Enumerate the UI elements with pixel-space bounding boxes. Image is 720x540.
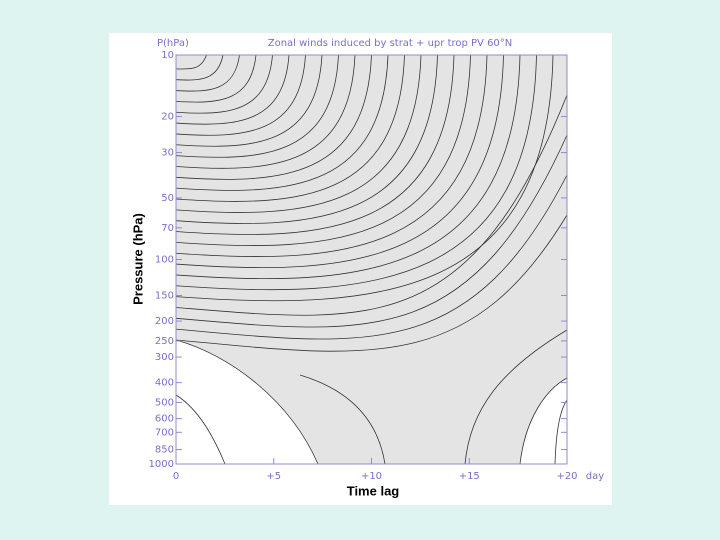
y-tick-label: 30 xyxy=(161,148,174,159)
x-tick-label: +15 xyxy=(459,471,480,482)
x-axis-label: Time lag xyxy=(347,483,400,498)
y-tick-label: 150 xyxy=(155,291,174,302)
y-tick-label: 70 xyxy=(161,223,174,234)
y-unit-label: P(hPa) xyxy=(157,38,189,49)
y-axis-label: Pressure (hPa) xyxy=(130,213,145,305)
x-tick-label: +10 xyxy=(361,471,382,482)
contour-line xyxy=(464,329,568,465)
contour-line xyxy=(175,54,521,280)
contour-line xyxy=(554,399,568,465)
y-tick-label: 1000 xyxy=(149,459,174,470)
contour-line xyxy=(175,54,224,81)
contour-line xyxy=(175,54,306,136)
contour-line xyxy=(175,54,323,147)
unshaded-region xyxy=(520,378,567,464)
y-tick-label: 100 xyxy=(155,255,174,266)
contour-line xyxy=(175,54,389,191)
contour-line xyxy=(175,54,554,302)
contour-line xyxy=(175,54,488,258)
contour-line xyxy=(175,54,422,213)
y-tick-label: 50 xyxy=(161,193,174,204)
x-unit-label: day xyxy=(586,471,604,482)
contour-line xyxy=(175,54,290,125)
plot-area xyxy=(175,54,568,465)
x-tick-label: +20 xyxy=(556,471,577,482)
contour-line xyxy=(175,54,339,158)
contour-line xyxy=(175,54,455,235)
contour-line xyxy=(175,54,257,103)
contour-line xyxy=(175,174,568,340)
contour-line xyxy=(519,377,568,465)
contour-line xyxy=(175,134,568,328)
y-tick-label: 500 xyxy=(155,397,174,408)
contour-line xyxy=(175,54,537,291)
contour-line xyxy=(175,339,319,465)
contour-line xyxy=(175,54,471,246)
unshaded-region xyxy=(176,340,318,464)
y-tick-label: 300 xyxy=(155,352,174,363)
chart-title: Zonal winds induced by strat + upr trop … xyxy=(268,38,513,49)
contour-line xyxy=(175,214,568,352)
y-tick-label: 400 xyxy=(155,378,174,389)
y-tick-label: 10 xyxy=(161,50,174,61)
contour-line xyxy=(299,374,386,465)
y-tick-label: 850 xyxy=(155,445,174,456)
contour-line xyxy=(175,54,207,70)
contour-line xyxy=(175,54,356,169)
y-tick-label: 200 xyxy=(155,316,174,327)
contour-line xyxy=(175,54,504,269)
y-tick-label: 600 xyxy=(155,414,174,425)
y-tick-label: 250 xyxy=(155,336,174,347)
contour-line xyxy=(175,54,372,180)
x-tick-label: 0 xyxy=(173,471,179,482)
contour-line xyxy=(175,54,405,202)
contour-line xyxy=(175,394,226,465)
y-tick-label: 700 xyxy=(155,427,174,438)
y-tick-label: 20 xyxy=(161,112,174,123)
x-tick-label: +5 xyxy=(266,471,281,482)
contour-line xyxy=(175,54,273,114)
contour-line xyxy=(175,94,568,316)
contour-line xyxy=(175,54,240,92)
contour-line xyxy=(175,54,438,224)
